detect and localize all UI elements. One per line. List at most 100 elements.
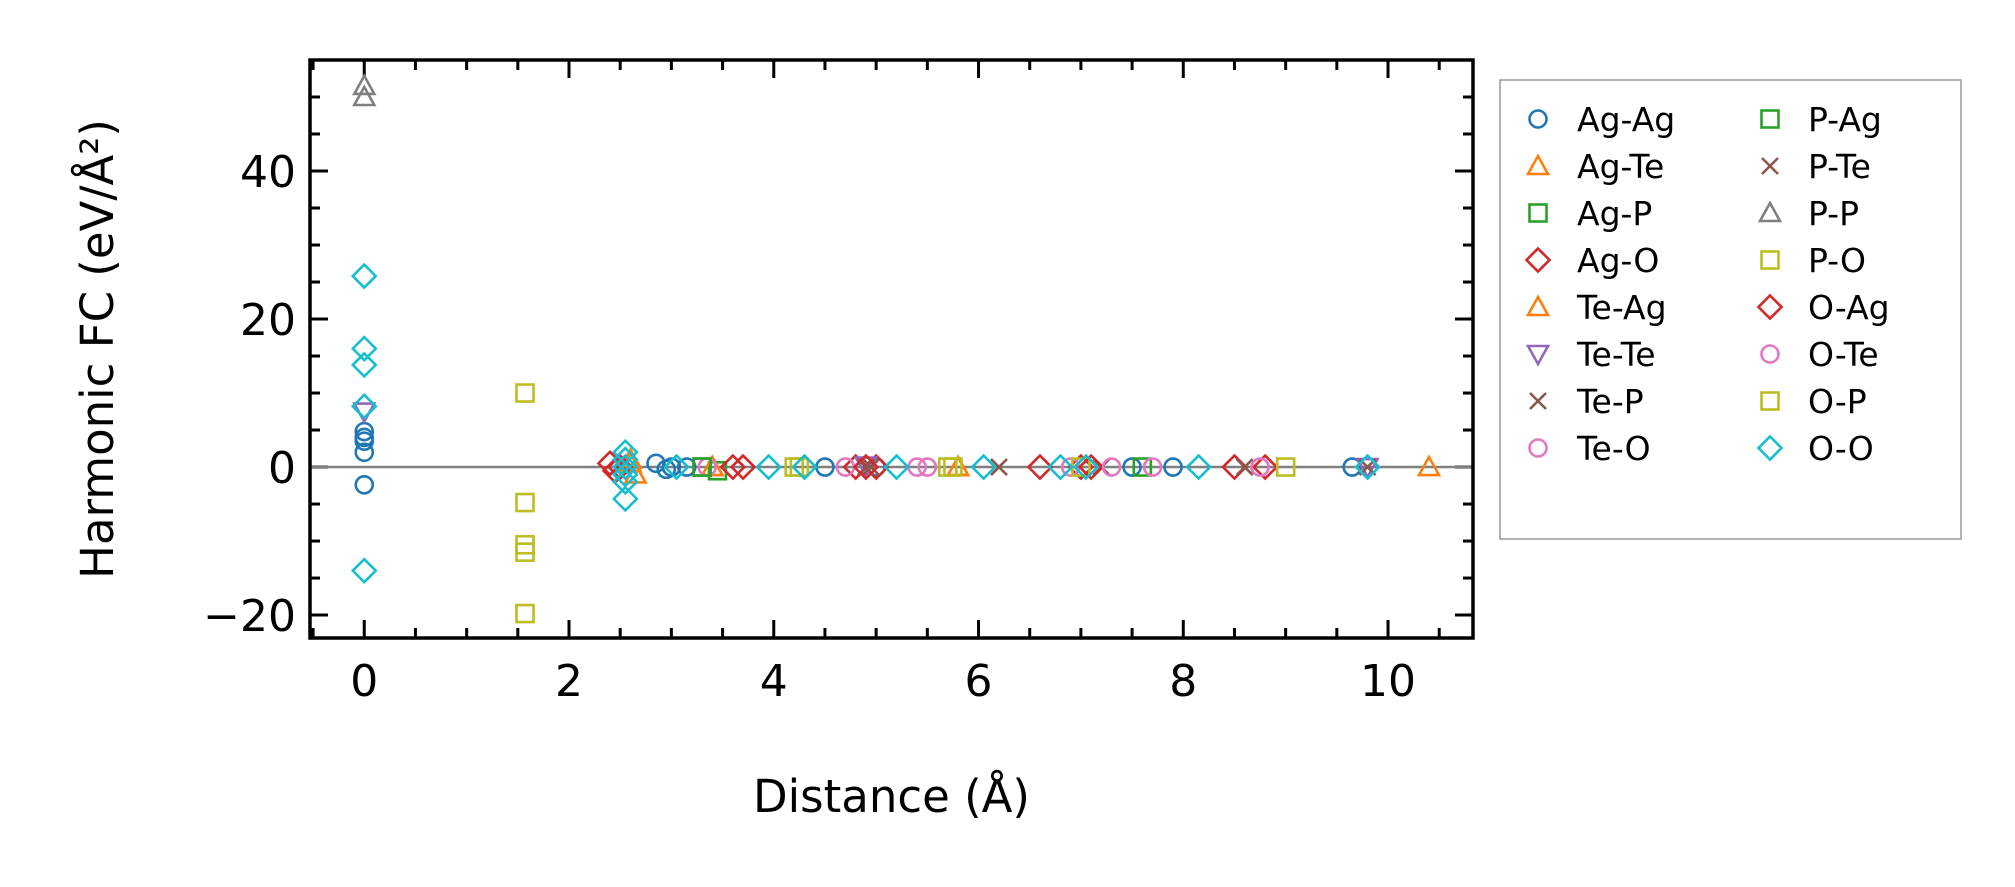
legend-label: Ag-Ag [1577, 100, 1675, 139]
data-point-p-o [515, 492, 535, 513]
legend-label: Ag-P [1577, 194, 1652, 233]
legend-marker-o-o [1756, 434, 1784, 462]
data-point-ag-p [1132, 457, 1153, 477]
data-point-o-o [350, 335, 378, 362]
data-point-o-p [789, 457, 810, 477]
legend-marker-ag-p [1528, 203, 1548, 223]
data-point-p-o [1275, 457, 1296, 477]
data-point-te-o [1142, 457, 1163, 477]
data-point-p-o [515, 603, 535, 624]
data-point-te-p [1235, 458, 1254, 476]
y-axis-label: Harmonic FC (eV/Å²) [71, 119, 124, 579]
series-p-p [352, 73, 377, 107]
data-point-o-te [917, 457, 938, 477]
legend-marker-o-p [1760, 391, 1780, 411]
data-point-te-o [1250, 457, 1270, 477]
data-point-o-o [663, 453, 690, 481]
y-tick-label: −20 [203, 591, 296, 642]
legend-marker-te-p [1529, 392, 1547, 410]
data-point-o-o [611, 468, 639, 496]
data-point-ag-ag [676, 457, 697, 477]
data-point-o-te [1101, 457, 1122, 477]
data-point-o-o [1354, 453, 1381, 481]
series-p-o [515, 383, 1296, 624]
data-point-ag-ag [1163, 457, 1183, 477]
legend-label: Te-Ag [1576, 288, 1667, 327]
x-axis-label: Distance (Å) [753, 770, 1030, 823]
legend-label: O-Te [1808, 335, 1879, 374]
data-point-ag-o [719, 453, 747, 481]
data-point-ag-o [1026, 453, 1054, 481]
data-point-o-o [1072, 453, 1100, 481]
legend-label: Ag-O [1577, 241, 1659, 280]
x-tick-label: 0 [350, 656, 378, 707]
x-tick-label: 10 [1360, 656, 1416, 707]
legend-marker-te-ag [1525, 294, 1551, 317]
x-tick-label: 8 [1169, 656, 1197, 707]
series-o-p [789, 457, 963, 477]
legend-marker-ag-te [1525, 153, 1551, 176]
data-point-o-o [350, 351, 378, 379]
legend-label: O-Ag [1808, 288, 1890, 327]
x-tick-label: 4 [760, 656, 788, 707]
data-point-p-o [515, 383, 535, 403]
data-point-o-o [1185, 453, 1212, 481]
data-points [350, 73, 1442, 624]
data-point-p-o [515, 542, 535, 562]
data-point-ag-ag [354, 431, 375, 451]
data-point-o-p [943, 457, 963, 477]
data-point-o-ag [1077, 453, 1105, 481]
legend-label: P-P [1808, 194, 1859, 233]
legend-marker-te-te [1525, 344, 1551, 367]
legend-marker-te-o [1528, 438, 1548, 458]
y-tick-label: 20 [240, 295, 296, 346]
legend-marker-p-o [1760, 250, 1780, 270]
data-point-p-ag [692, 457, 712, 477]
data-point-o-o [883, 453, 910, 481]
data-point-o-o [755, 453, 782, 481]
legend-marker-ag-o [1524, 246, 1552, 274]
data-point-o-o [611, 485, 639, 513]
x-tick-label: 6 [965, 656, 993, 707]
legend-label: P-Te [1808, 147, 1871, 186]
data-point-o-ag [852, 453, 880, 481]
legend-label: P-Ag [1808, 100, 1882, 139]
legend-marker-o-te [1760, 344, 1780, 364]
axis-ticks [310, 58, 1473, 638]
data-point-ag-ag [661, 457, 682, 477]
legend-marker-o-ag [1756, 293, 1784, 321]
legend-marker-p-te [1761, 157, 1779, 175]
legend-label: O-P [1808, 382, 1867, 421]
legend-marker-ag-ag [1528, 109, 1548, 129]
y-tick-label: 0 [268, 443, 296, 494]
series-o-o [350, 262, 1381, 584]
data-point-o-o [350, 262, 378, 290]
series-o-te [917, 457, 1122, 477]
data-point-o-ag [606, 453, 634, 481]
legend-label: P-O [1808, 241, 1866, 280]
data-point-o-o [791, 453, 818, 481]
data-point-o-o [611, 453, 639, 481]
data-point-ag-o [1251, 453, 1279, 481]
data-point-te-p [990, 458, 1008, 476]
data-point-ag-ag [354, 442, 375, 463]
data-point-o-o [1047, 453, 1074, 481]
data-point-ag-ag [354, 475, 375, 495]
y-tick-label: 40 [240, 147, 296, 198]
legend-marker-p-p [1757, 200, 1783, 223]
data-point-ag-o [729, 453, 757, 481]
legend-label: Te-O [1576, 429, 1651, 468]
series-ag-ag [354, 421, 1362, 495]
data-point-te-te [1355, 457, 1380, 480]
data-point-p-te [862, 458, 880, 476]
series-p-ag [692, 457, 712, 477]
data-point-p-p [352, 84, 377, 107]
legend-box [1499, 79, 1962, 540]
data-point-o-o [350, 393, 378, 420]
legend: Ag-Ag Ag-Te Ag-P Ag-O Te-Ag Te-Te Te-P Te-O P-Ag… [1499, 79, 1962, 540]
data-point-ag-ag [1122, 457, 1142, 477]
series-o-ag [606, 453, 1105, 481]
data-point-ag-te [1416, 454, 1442, 477]
legend-label: Te-P [1576, 382, 1644, 421]
